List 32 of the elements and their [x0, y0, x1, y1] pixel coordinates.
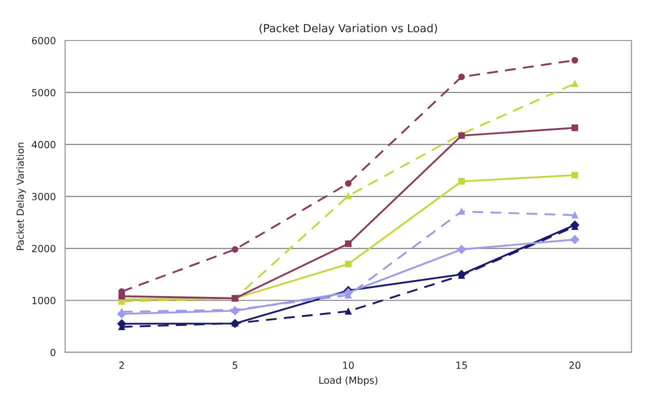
point: [457, 244, 466, 254]
x-tick-label: 20: [569, 362, 580, 369]
x-tick-label: 15: [456, 362, 467, 369]
point: [344, 308, 352, 315]
y-tick-label: 4000: [32, 140, 56, 148]
point: [570, 235, 580, 244]
y-tick-label: 2000: [32, 244, 56, 252]
point: [458, 74, 465, 80]
point: [572, 124, 578, 132]
point: [572, 80, 578, 87]
point: [232, 246, 238, 253]
y-tick-label: 3000: [32, 192, 56, 200]
point: [572, 212, 578, 218]
x-tick-label: 10: [343, 362, 354, 369]
point: [458, 178, 465, 185]
point: [572, 172, 578, 178]
point: [344, 180, 352, 187]
x-tick-label: 2: [119, 362, 124, 369]
point: [344, 240, 352, 248]
y-tick-label: 1000: [32, 296, 56, 304]
x-axis-title: Load (Mbps): [319, 376, 378, 386]
y-tick-label: 5000: [32, 88, 56, 96]
y-tick-label: 0: [50, 348, 56, 356]
y-tick-label: 6000: [32, 36, 56, 44]
point: [344, 192, 352, 200]
x-tick-label: 5: [232, 362, 238, 369]
point: [344, 260, 352, 268]
y-axis-title: Packet Delay Variation: [16, 142, 26, 250]
point: [572, 56, 578, 64]
point: [118, 308, 126, 316]
point: [458, 208, 465, 215]
chart-title: (Packet Delay Variation vs Load): [260, 24, 437, 34]
